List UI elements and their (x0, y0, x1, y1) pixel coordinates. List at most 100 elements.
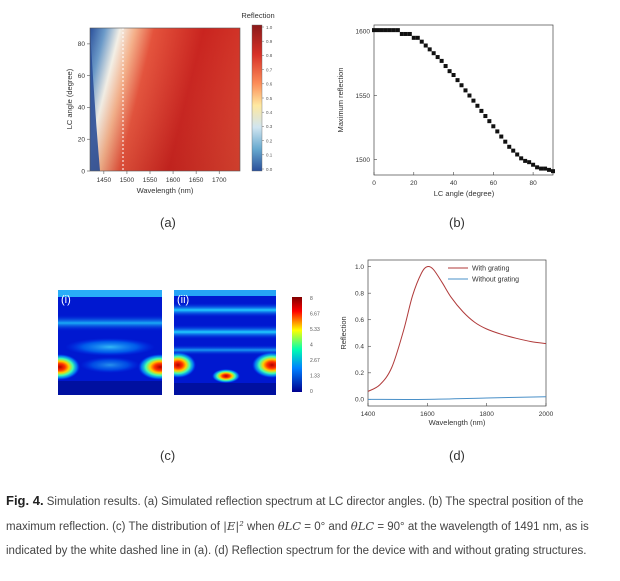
panel-b-data-point (479, 108, 484, 113)
panel-a-colorbar-tick-label: 0.9 (266, 39, 273, 44)
panel-b-data-point (431, 51, 436, 56)
panel-c-field-ii (174, 290, 276, 395)
panel-a-colorbar-tick-label: 0.8 (266, 53, 273, 58)
panel-a-colorbar (251, 24, 263, 172)
panel-b-data-point (467, 93, 472, 98)
panel-d-x-tick-label: 1800 (479, 411, 494, 418)
panel-b-data-point (411, 35, 416, 40)
panel-d-axes: 1400 1600 1800 2000 0.0 0.2 0.4 0.6 0.8 1.0 (355, 264, 554, 418)
panel-b-y-tick-label: 1500 (356, 157, 371, 164)
panel-b-data-point (427, 47, 432, 52)
caption-theta-2: θLC (350, 519, 375, 533)
panel-b-data-point (439, 58, 444, 63)
panel-b-data-point (403, 31, 408, 36)
panel-c-colorbar-tick-label: 5.33 (310, 327, 320, 333)
panel-a-axes: 1450 1500 1550 1600 1650 1700 0 20 40 60 80 (78, 41, 227, 184)
panel-a-colorbar-tick-label: 0.3 (266, 124, 273, 129)
panel-d-series-line (367, 265, 547, 392)
panel-c-colorbar-tick-label: 2.67 (310, 358, 320, 364)
panel-b-data-point (372, 28, 376, 33)
panel-a-y-tick-label: 20 (78, 137, 86, 144)
panel-b-data-point (407, 31, 412, 36)
panel-b-data-point (543, 166, 548, 171)
caption-text-3: = 0° and (301, 521, 351, 533)
panel-b-data-point (507, 144, 512, 149)
panel-b-data-point (475, 103, 480, 108)
caption-theta-1: θLC (277, 519, 302, 533)
caption-field: |E|² (223, 519, 244, 533)
panel-d-x-label: Wavelength (nm) (429, 418, 486, 427)
panel-b-data-point (383, 28, 388, 33)
panel-a-y-tick-label: 40 (78, 105, 86, 112)
figure-caption: Fig. 4. Simulation results. (a) Simulate… (6, 489, 612, 563)
panel-b-data-point (515, 152, 520, 157)
panel-a-colorbar-tick-label: 0.1 (266, 153, 273, 158)
panel-b-data-point (483, 114, 488, 119)
panel-a-x-label: Wavelength (nm) (137, 186, 194, 195)
panel-c-chart: (i) (ii) 8 6.67 5.33 4 2.67 1.33 0 (58, 290, 320, 395)
panel-d-legend-label: With grating (472, 265, 509, 272)
panel-d-y-tick-label: 0.4 (355, 344, 364, 351)
panel-b-data-point (519, 156, 524, 161)
panel-b-data-point (415, 35, 420, 40)
panel-b-data-point (499, 134, 504, 139)
panel-b-data-point (395, 28, 400, 33)
panel-b-x-tick-label: 40 (450, 180, 458, 187)
panel-b-axes: 0 20 40 60 80 1500 1550 1600 (356, 29, 538, 187)
panel-b-data-point (491, 124, 496, 129)
panel-d-y-tick-label: 1.0 (355, 264, 364, 271)
panel-b-x-tick-label: 60 (490, 180, 498, 187)
panel-b-x-tick-label: 20 (410, 180, 418, 187)
panel-b-data-point (511, 148, 516, 153)
panel-a-y-tick-label: 0 (81, 168, 85, 175)
panel-b-data-point (443, 64, 448, 69)
panel-c-colorbar-tick-label: 1.33 (310, 374, 320, 380)
panel-c-colorbar (292, 297, 302, 392)
panel-b-data-point (547, 167, 552, 172)
panel-d-lines (367, 265, 547, 400)
panel-c-colorbar-tick-label: 0 (310, 389, 313, 395)
panel-b-data-point (419, 39, 424, 44)
panel-b-data-point (551, 169, 555, 174)
panel-a-y-tick-label: 60 (78, 73, 86, 80)
panel-c-colorbar-ticks: 8 6.67 5.33 4 2.67 1.33 0 (310, 296, 320, 395)
panel-c-sub-i: (i) (61, 294, 71, 306)
panel-d-legend: With grating Without grating (448, 265, 519, 283)
caption-text-1: Simulation results. (a) Simulated reflec… (6, 496, 584, 533)
panel-b-data-point (523, 158, 528, 163)
panel-d-y-tick-label: 0.2 (355, 370, 364, 377)
panel-d-y-label: Reflection (339, 316, 348, 349)
panel-b-label: (b) (449, 215, 465, 230)
panel-b-y-tick-label: 1550 (356, 93, 371, 100)
panel-a-colorbar-tick-label: 0.0 (266, 167, 273, 172)
panel-b-data-point (447, 69, 452, 74)
panel-b-data-point (503, 139, 508, 144)
panel-a-colorbar-tick-label: 0.5 (266, 96, 273, 101)
panel-c-sub-ii: (ii) (177, 294, 189, 306)
panel-b-data-point (459, 83, 464, 88)
panel-b-x-label: LC angle (degree) (434, 189, 495, 198)
panel-d-legend-label: Without grating (472, 276, 519, 283)
panel-b-data-point (451, 73, 456, 77)
panel-a-chart: 1450 1500 1550 1600 1650 1700 0 20 40 60 80 Wavele… (65, 11, 275, 195)
panel-a-x-tick-label: 1450 (97, 177, 112, 184)
caption-fig-label: Fig. 4. (6, 493, 44, 508)
panel-d-x-tick-label: 1600 (420, 411, 435, 418)
panel-d-y-tick-label: 0.8 (355, 290, 364, 297)
panel-a-y-label: LC angle (degree) (65, 68, 74, 129)
panel-b-data-point (471, 98, 476, 103)
panel-b-data-point (487, 119, 492, 124)
panel-b-data-point (387, 28, 392, 33)
caption-text-2: when (243, 521, 278, 533)
panel-a-label: (a) (160, 215, 176, 230)
panel-b-data-point (455, 78, 460, 83)
panel-a-colorbar-tick-label: 1.0 (266, 25, 273, 30)
panel-b-data-point (495, 129, 500, 134)
panel-b-data-point (531, 162, 536, 167)
panel-b-data-point (463, 88, 468, 93)
panel-a-x-tick-label: 1550 (143, 177, 158, 184)
panel-b-data-point (391, 28, 396, 33)
panel-d-x-tick-label: 1400 (361, 411, 376, 418)
panel-d-x-tick-label: 2000 (539, 411, 554, 418)
